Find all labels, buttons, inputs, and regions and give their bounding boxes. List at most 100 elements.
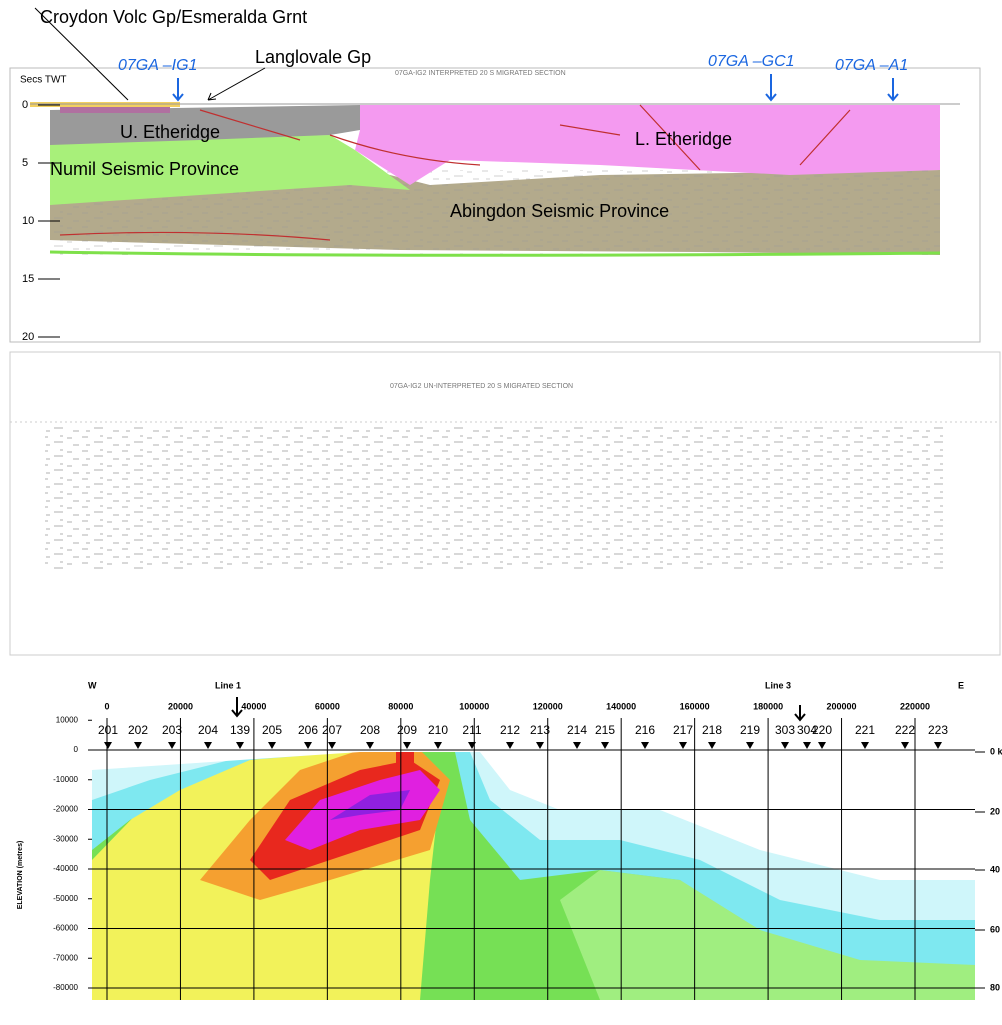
station-label: 209 bbox=[397, 723, 417, 737]
station-marker bbox=[236, 742, 244, 749]
x-tick-label: 60000 bbox=[315, 701, 340, 711]
station-marker bbox=[679, 742, 687, 749]
y-tick-label: -20000 bbox=[53, 805, 78, 814]
unit-label: L. Etheridge bbox=[635, 129, 732, 149]
station-marker bbox=[366, 742, 374, 749]
x-tick-label: 160000 bbox=[680, 701, 710, 711]
station-marker bbox=[781, 742, 789, 749]
station-label: 218 bbox=[702, 723, 722, 737]
station-marker bbox=[861, 742, 869, 749]
station-marker bbox=[901, 742, 909, 749]
station-label: 203 bbox=[162, 723, 182, 737]
station-marker bbox=[204, 742, 212, 749]
station-marker bbox=[601, 742, 609, 749]
station-label: 204 bbox=[198, 723, 218, 737]
x-tick-label: 100000 bbox=[459, 701, 489, 711]
y-tick-label: 20 bbox=[22, 331, 34, 343]
y-tick-label: -30000 bbox=[53, 834, 78, 843]
station-label: 219 bbox=[740, 723, 760, 737]
well-label: 07GA –A1 bbox=[835, 57, 908, 74]
seismic-texture bbox=[45, 425, 945, 570]
station-marker bbox=[104, 742, 112, 749]
station-label: 214 bbox=[567, 723, 587, 737]
station-marker bbox=[434, 742, 442, 749]
y-tick-label: 10 bbox=[22, 215, 34, 227]
station-label: 223 bbox=[928, 723, 948, 737]
station-label: 216 bbox=[635, 723, 655, 737]
station-marker bbox=[304, 742, 312, 749]
direction: E bbox=[958, 680, 964, 690]
x-tick-label: 40000 bbox=[241, 701, 266, 711]
y-tick-label: -50000 bbox=[53, 894, 78, 903]
direction: W bbox=[88, 680, 97, 690]
y-tick-label: 5 bbox=[22, 157, 28, 169]
right-label: 20 bbox=[990, 806, 1000, 816]
station-label: 207 bbox=[322, 723, 342, 737]
section-title: 07GA-IG2 INTERPRETED 20 S MIGRATED SECTI… bbox=[395, 70, 566, 77]
station-label: 217 bbox=[673, 723, 693, 737]
station-marker bbox=[506, 742, 514, 749]
unit-label: U. Etheridge bbox=[120, 122, 220, 142]
y-tick-label: -60000 bbox=[53, 924, 78, 933]
station-label: 139 bbox=[230, 723, 250, 737]
station-marker bbox=[168, 742, 176, 749]
station-label: 215 bbox=[595, 723, 615, 737]
right-label: 40 bbox=[990, 864, 1000, 874]
x-tick-label: 120000 bbox=[533, 701, 563, 711]
y-axis-label: ELEVATION (metres) bbox=[17, 841, 24, 910]
right-label: 0 k bbox=[990, 746, 1002, 756]
y-tick-label: -80000 bbox=[53, 983, 78, 992]
y-tick-label: 15 bbox=[22, 273, 34, 285]
station-marker bbox=[134, 742, 142, 749]
station-label: 201 bbox=[98, 723, 118, 737]
station-label: 211 bbox=[462, 723, 481, 737]
y-tick-label: 10000 bbox=[56, 715, 79, 724]
well-label: 07GA –GC1 bbox=[708, 53, 795, 70]
x-tick-label: 80000 bbox=[388, 701, 413, 711]
station-label: 210 bbox=[428, 723, 448, 737]
x-tick-label: 140000 bbox=[606, 701, 636, 711]
line-label: Line 3 bbox=[765, 680, 791, 690]
station-marker bbox=[468, 742, 476, 749]
figure: Croydon Volc Gp/Esmeralda Grnt Langloval… bbox=[0, 0, 1002, 1025]
y-tick-label: 0 bbox=[74, 745, 79, 754]
station-label: 220 bbox=[812, 723, 832, 737]
unit-label: Numil Seismic Province bbox=[50, 159, 239, 179]
y-tick-label: -70000 bbox=[53, 953, 78, 962]
right-label: 60 bbox=[990, 924, 1000, 934]
station-label: 212 bbox=[500, 723, 520, 737]
x-tick-label: 20000 bbox=[168, 701, 193, 711]
station-label: 222 bbox=[895, 723, 915, 737]
station-marker bbox=[641, 742, 649, 749]
right-label: 80 bbox=[990, 982, 1000, 992]
axis-label: Secs TWT bbox=[20, 75, 66, 86]
station-marker bbox=[818, 742, 826, 749]
station-marker bbox=[746, 742, 754, 749]
x-tick-label: 0 bbox=[104, 701, 109, 711]
station-label: 303 bbox=[775, 723, 795, 737]
station-label: 208 bbox=[360, 723, 380, 737]
station-marker bbox=[573, 742, 581, 749]
station-label: 213 bbox=[530, 723, 550, 737]
station-label: 202 bbox=[128, 723, 148, 737]
station-marker bbox=[328, 742, 336, 749]
station-marker bbox=[268, 742, 276, 749]
station-marker bbox=[803, 742, 811, 749]
y-tick-label: 0 bbox=[22, 99, 28, 111]
y-tick-label: -40000 bbox=[53, 864, 78, 873]
annotation: Croydon Volc Gp/Esmeralda Grnt bbox=[40, 7, 307, 27]
station-marker bbox=[708, 742, 716, 749]
well-label: 07GA –IG1 bbox=[118, 57, 197, 74]
model-fill bbox=[396, 752, 414, 766]
station-label: 205 bbox=[262, 723, 282, 737]
x-tick-label: 220000 bbox=[900, 701, 930, 711]
station-marker bbox=[403, 742, 411, 749]
annotation: Langlovale Gp bbox=[255, 47, 371, 67]
station-label: 221 bbox=[855, 723, 875, 737]
langlovale-unit bbox=[60, 107, 170, 113]
station-label: 206 bbox=[298, 723, 318, 737]
station-marker bbox=[536, 742, 544, 749]
section-title: 07GA-IG2 UN-INTERPRETED 20 S MIGRATED SE… bbox=[390, 383, 573, 390]
y-tick-label: -10000 bbox=[53, 775, 78, 784]
x-tick-label: 180000 bbox=[753, 701, 783, 711]
